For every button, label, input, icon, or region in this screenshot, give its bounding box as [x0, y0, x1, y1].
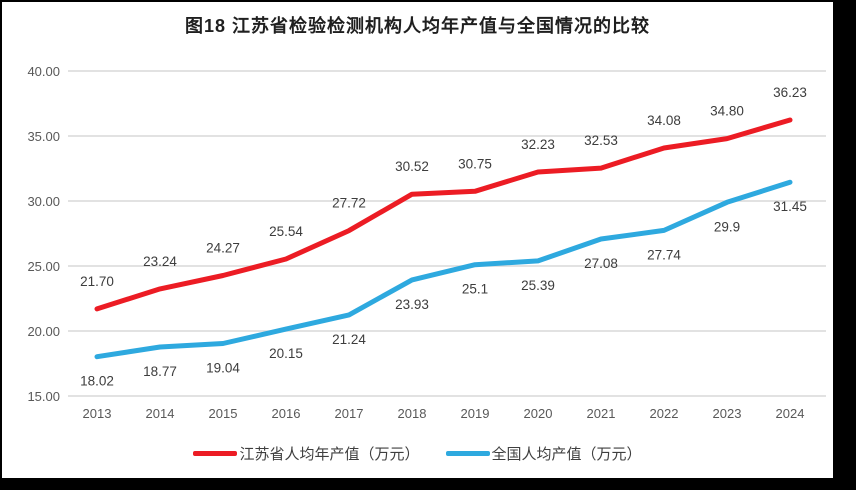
- data-label: 32.23: [521, 137, 555, 152]
- data-label: 31.45: [773, 199, 807, 214]
- data-label: 25.1: [462, 282, 488, 297]
- data-label: 21.70: [80, 274, 114, 289]
- x-axis-tick: 2024: [776, 406, 805, 421]
- y-axis-tick: 30.00: [27, 194, 60, 209]
- data-label: 34.80: [710, 104, 744, 119]
- series-line-0: [94, 117, 793, 312]
- data-label: 21.24: [332, 332, 366, 347]
- y-axis-tick: 40.00: [27, 64, 60, 79]
- data-label: 19.04: [206, 360, 240, 375]
- x-axis-tick: 2015: [209, 406, 238, 421]
- data-label: 23.24: [143, 254, 177, 269]
- data-label: 30.52: [395, 159, 429, 174]
- y-axis-tick: 20.00: [27, 324, 60, 339]
- data-label: 18.02: [80, 374, 114, 389]
- line-chart: 15.00 20.00 25.00 30.00 35.00 40.00 2013 2014 20…: [27, 64, 826, 421]
- y-axis-tick: 15.00: [27, 389, 60, 404]
- data-label: 27.72: [332, 196, 366, 211]
- legend-line-jiangsu-icon: [193, 451, 238, 456]
- x-axis-tick: 2020: [524, 406, 553, 421]
- x-axis-tick: 2019: [461, 406, 490, 421]
- data-label: 20.15: [269, 346, 303, 361]
- data-label: 29.9: [714, 219, 740, 234]
- y-axis-tick: 25.00: [27, 259, 60, 274]
- data-label: 36.23: [773, 85, 807, 100]
- data-label: 25.54: [269, 224, 303, 239]
- data-label: 32.53: [584, 133, 618, 148]
- legend-label-jiangsu: 江苏省人均年产值（万元）: [239, 446, 420, 463]
- data-label: 30.75: [458, 156, 492, 171]
- legend-item-jiangsu: 江苏省人均年产值（万元）: [193, 443, 420, 464]
- data-label: 23.93: [395, 297, 429, 312]
- data-label: 25.39: [521, 278, 555, 293]
- x-axis-tick: 2022: [650, 406, 679, 421]
- chart-canvas: 图18 江苏省检验检测机构人均年产值与全国情况的比较 15.00 20.00 25.…: [2, 2, 833, 478]
- x-axis-tick: 2013: [83, 406, 112, 421]
- x-axis-tick: 2014: [146, 406, 175, 421]
- data-label: 27.08: [584, 256, 618, 271]
- x-axis-tick: 2017: [335, 406, 364, 421]
- x-axis-tick: 2018: [398, 406, 427, 421]
- legend-line-national-icon: [445, 451, 490, 456]
- x-axis-tick: 2021: [587, 406, 616, 421]
- data-label: 18.77: [143, 364, 177, 379]
- chart-title: 图18 江苏省检验检测机构人均年产值与全国情况的比较: [184, 16, 651, 36]
- series-line-1: [94, 179, 793, 360]
- data-label: 34.08: [647, 113, 681, 128]
- y-axis-tick: 35.00: [27, 129, 60, 144]
- x-axis-tick: 2023: [713, 406, 742, 421]
- chart-legend: 江苏省人均年产值（万元） 全国人均产值（万元）: [2, 443, 833, 464]
- legend-label-national: 全国人均产值（万元）: [491, 446, 642, 463]
- data-label: 27.74: [647, 247, 681, 262]
- x-axis-tick: 2016: [272, 406, 301, 421]
- legend-item-national: 全国人均产值（万元）: [445, 443, 642, 464]
- data-label: 24.27: [206, 240, 240, 255]
